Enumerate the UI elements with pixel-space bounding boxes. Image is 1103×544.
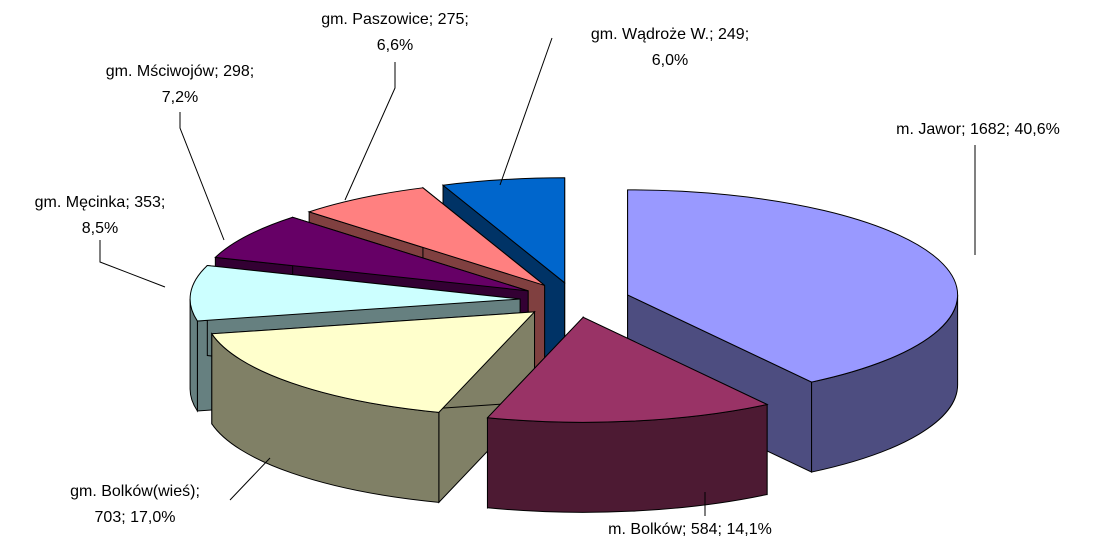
slice-top xyxy=(627,189,959,383)
leader-line xyxy=(499,37,553,186)
data-label: m. Bolków; 584; 14,1% xyxy=(608,521,772,538)
slice-top xyxy=(307,187,545,286)
data-label: gm. Bolków(wieś); xyxy=(70,483,200,500)
data-label: 7,2% xyxy=(162,89,198,106)
leader-line xyxy=(344,62,396,201)
data-label: 8,5% xyxy=(82,220,118,237)
data-label: gm. Mściwojów; 298; xyxy=(106,63,255,80)
slice xyxy=(486,316,769,513)
leader-line xyxy=(99,240,166,288)
data-label: gm. Wądroże W.; 249; xyxy=(591,26,749,43)
leader-line xyxy=(179,112,225,241)
data-label: 6,0% xyxy=(652,52,688,69)
data-label: 6,6% xyxy=(377,37,413,54)
data-label: gm. Męcinka; 353; xyxy=(35,194,166,211)
leader-line xyxy=(229,457,271,501)
data-label: 703; 17,0% xyxy=(95,509,176,526)
slice xyxy=(210,310,536,504)
slice-top xyxy=(189,265,521,322)
slice-top xyxy=(210,311,536,413)
data-label: gm. Paszowice; 275; xyxy=(321,11,469,28)
slice-top xyxy=(486,316,769,423)
slice xyxy=(627,189,959,473)
slice-top xyxy=(214,216,529,292)
slice-top xyxy=(441,177,566,284)
data-label: m. Jawor; 1682; 40,6% xyxy=(896,121,1060,138)
